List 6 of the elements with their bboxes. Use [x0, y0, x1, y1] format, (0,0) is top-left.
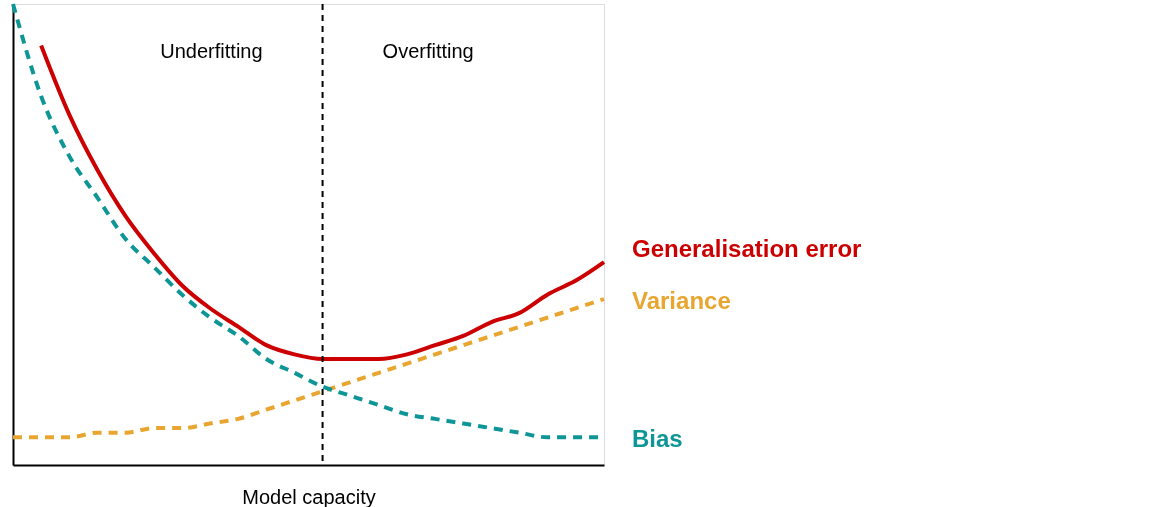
series-label: Bias	[632, 425, 683, 453]
annotation: Underfitting	[160, 40, 263, 62]
series-label: Generalisation error	[632, 235, 862, 263]
series-label: Variance	[632, 287, 731, 315]
annotation: Overfitting	[382, 40, 474, 62]
x-axis-title: Model capacity	[242, 485, 376, 507]
